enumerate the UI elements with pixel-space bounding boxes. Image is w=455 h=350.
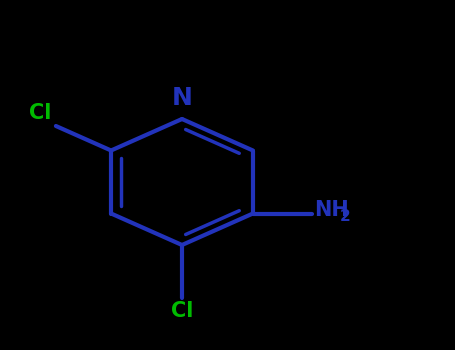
Text: 2: 2 bbox=[339, 209, 350, 224]
Text: Cl: Cl bbox=[171, 301, 193, 321]
Text: N: N bbox=[172, 86, 192, 110]
Text: NH: NH bbox=[314, 200, 349, 220]
Text: Cl: Cl bbox=[29, 103, 51, 122]
